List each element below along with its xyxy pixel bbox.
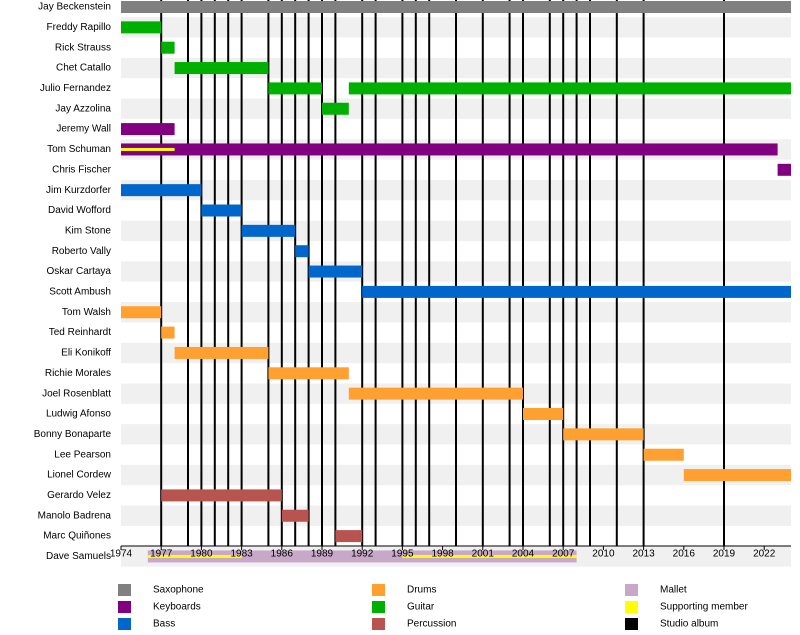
legend-swatch bbox=[118, 601, 131, 613]
member-label: Jim Kurzdorfer bbox=[46, 185, 112, 196]
member-bar bbox=[523, 408, 564, 420]
member-label: David Wofford bbox=[48, 205, 111, 216]
support-bar bbox=[121, 147, 175, 151]
member-bar bbox=[241, 224, 296, 237]
member-label: Rick Strauss bbox=[55, 42, 111, 53]
x-tick-label: 2016 bbox=[673, 549, 696, 560]
member-bar bbox=[161, 326, 175, 339]
x-tick-label: 2022 bbox=[753, 549, 776, 560]
member-bar bbox=[335, 530, 363, 543]
member-label: Joel Rosenblatt bbox=[42, 388, 111, 399]
legend-label: Drums bbox=[407, 585, 436, 596]
member-bar bbox=[362, 285, 791, 298]
legend-label: Studio album bbox=[660, 619, 718, 630]
member-label: Roberto Vally bbox=[52, 246, 111, 257]
member-bar bbox=[348, 82, 791, 95]
member-label: Chet Catallo bbox=[56, 63, 111, 74]
member-label: Jay Azzolina bbox=[55, 103, 111, 114]
member-bar bbox=[147, 550, 577, 563]
support-bar bbox=[402, 554, 577, 558]
member-label: Lee Pearson bbox=[54, 449, 111, 460]
member-label: Oskar Cartaya bbox=[47, 266, 112, 277]
member-bar bbox=[322, 102, 349, 115]
member-bar bbox=[174, 62, 269, 75]
legend-label: Percussion bbox=[407, 619, 456, 630]
x-tick-label: 2004 bbox=[512, 549, 535, 560]
member-bar bbox=[308, 265, 363, 278]
member-bar bbox=[563, 428, 644, 441]
member-label: Kim Stone bbox=[65, 225, 112, 236]
member-bar bbox=[201, 204, 242, 217]
member-label: Chris Fischer bbox=[52, 164, 112, 175]
x-tick-label: 1989 bbox=[311, 549, 334, 560]
member-bar bbox=[281, 509, 309, 522]
x-tick-label: 2019 bbox=[713, 549, 736, 560]
member-bar bbox=[121, 184, 202, 197]
member-label: Gerardo Velez bbox=[47, 490, 111, 501]
member-bar bbox=[161, 41, 175, 54]
x-tick-label: 1986 bbox=[271, 549, 294, 560]
member-label: Tom Walsh bbox=[62, 307, 111, 318]
member-bar bbox=[268, 367, 349, 380]
legend-swatch bbox=[625, 601, 638, 613]
member-label: Lionel Cordew bbox=[47, 470, 112, 481]
legend-swatch bbox=[372, 601, 385, 613]
member-label: Richie Morales bbox=[45, 368, 111, 379]
member-label: Jay Beckenstein bbox=[38, 2, 111, 13]
member-label: Manolo Badrena bbox=[38, 510, 112, 521]
member-label: Tom Schuman bbox=[47, 144, 111, 155]
member-bar bbox=[121, 143, 778, 156]
member-bar bbox=[121, 1, 791, 13]
x-tick-label: 1980 bbox=[190, 549, 213, 560]
member-label: Jeremy Wall bbox=[56, 124, 111, 135]
x-tick-label: 1998 bbox=[431, 549, 454, 560]
member-bar bbox=[295, 245, 309, 258]
member-label: Ted Reinhardt bbox=[49, 327, 111, 338]
member-bar bbox=[643, 448, 684, 461]
legend-label: Guitar bbox=[407, 602, 435, 613]
legend-swatch bbox=[372, 618, 385, 630]
member-bar bbox=[683, 469, 791, 482]
x-tick-label: 1974 bbox=[110, 549, 133, 560]
member-bar bbox=[348, 387, 523, 400]
member-label: Bonny Bonaparte bbox=[34, 429, 112, 440]
member-bar bbox=[121, 306, 162, 319]
legend-swatch bbox=[625, 584, 638, 596]
legend-swatch bbox=[118, 584, 131, 596]
legend-label: Supporting member bbox=[660, 602, 748, 613]
x-tick-label: 2007 bbox=[552, 549, 575, 560]
x-tick-label: 1977 bbox=[150, 549, 173, 560]
member-label: Eli Konikoff bbox=[61, 348, 111, 359]
x-tick-label: 2013 bbox=[632, 549, 655, 560]
member-bar bbox=[161, 489, 282, 502]
member-label: Dave Samuels bbox=[46, 551, 111, 562]
legend-label: Saxophone bbox=[153, 585, 204, 596]
member-bar bbox=[121, 123, 175, 136]
legend-swatch bbox=[372, 584, 385, 596]
legend-swatch bbox=[625, 618, 638, 630]
member-label: Ludwig Afonso bbox=[46, 409, 111, 420]
x-tick-label: 1983 bbox=[230, 549, 253, 560]
x-tick-label: 2010 bbox=[592, 549, 615, 560]
x-tick-label: 2001 bbox=[472, 549, 495, 560]
legend-label: Keyboards bbox=[153, 602, 201, 613]
member-label: Freddy Rapillo bbox=[47, 22, 112, 33]
x-tick-label: 1992 bbox=[351, 549, 374, 560]
member-label: Scott Ambush bbox=[49, 287, 111, 298]
legend-swatch bbox=[118, 618, 131, 630]
x-tick-label: 1995 bbox=[391, 549, 414, 560]
legend-label: Bass bbox=[153, 619, 175, 630]
member-bar bbox=[268, 82, 322, 95]
member-bar bbox=[174, 346, 269, 359]
support-bar bbox=[147, 554, 242, 558]
member-label: Julio Fernandez bbox=[40, 83, 111, 94]
member-label: Marc Quiñones bbox=[43, 531, 111, 542]
member-bar bbox=[121, 21, 162, 34]
member-bar bbox=[777, 163, 791, 176]
legend-label: Mallet bbox=[660, 585, 687, 596]
